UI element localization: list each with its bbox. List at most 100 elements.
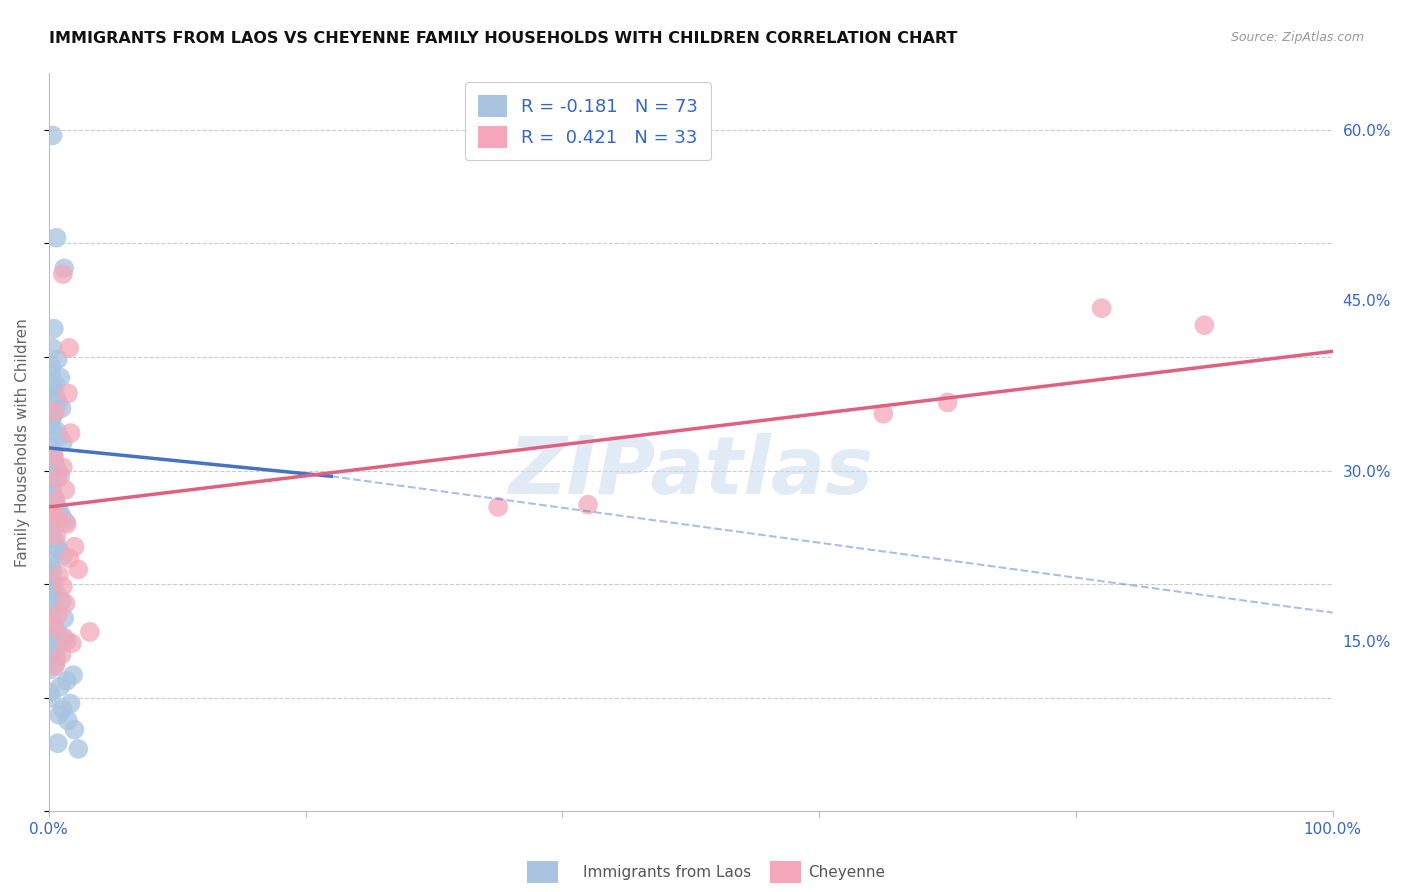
- Point: [51, 401, 73, 416]
- Point: [936, 395, 959, 409]
- Point: [52, 580, 75, 594]
- Point: [39, 582, 62, 597]
- Point: [45, 424, 67, 438]
- Point: [872, 407, 894, 421]
- Text: Source: ZipAtlas.com: Source: ZipAtlas.com: [1230, 31, 1364, 45]
- Point: [46, 511, 69, 525]
- Point: [46, 352, 69, 367]
- Point: [52, 460, 75, 475]
- Point: [39, 645, 62, 659]
- Point: [51, 648, 73, 662]
- Point: [39, 690, 62, 705]
- Point: [46, 472, 69, 486]
- Point: [51, 509, 73, 524]
- Point: [52, 702, 75, 716]
- Point: [44, 623, 66, 637]
- Point: [58, 341, 80, 355]
- Point: [55, 597, 77, 611]
- Point: [48, 628, 70, 642]
- Point: [46, 640, 69, 654]
- Point: [41, 446, 63, 460]
- Point: [39, 520, 62, 534]
- Point: [58, 551, 80, 566]
- Point: [67, 562, 90, 576]
- Point: [53, 631, 76, 645]
- Point: [39, 662, 62, 676]
- Point: [39, 367, 62, 381]
- Point: [51, 594, 73, 608]
- Point: [39, 599, 62, 614]
- Point: [486, 500, 509, 514]
- Point: [45, 651, 67, 665]
- Point: [39, 572, 62, 586]
- Point: [55, 516, 77, 531]
- Point: [39, 685, 62, 699]
- Point: [41, 128, 63, 143]
- Point: [44, 494, 66, 508]
- Point: [52, 549, 75, 563]
- Point: [42, 452, 65, 467]
- Point: [41, 486, 63, 500]
- Point: [39, 634, 62, 648]
- Point: [42, 449, 65, 463]
- Point: [41, 566, 63, 580]
- Point: [48, 503, 70, 517]
- Point: [39, 412, 62, 426]
- Point: [62, 668, 84, 682]
- Point: [49, 680, 72, 694]
- Point: [39, 554, 62, 568]
- Point: [46, 464, 69, 478]
- Point: [56, 714, 79, 728]
- Point: [39, 481, 62, 495]
- Y-axis label: Family Households with Children: Family Households with Children: [15, 318, 30, 566]
- Point: [42, 321, 65, 335]
- Text: ZIPatlas: ZIPatlas: [508, 433, 873, 511]
- Point: [48, 707, 70, 722]
- Point: [39, 506, 62, 520]
- Point: [79, 624, 101, 639]
- Legend: R = -0.181   N = 73, R =  0.421   N = 33: R = -0.181 N = 73, R = 0.421 N = 33: [465, 82, 711, 161]
- Text: IMMIGRANTS FROM LAOS VS CHEYENNE FAMILY HOUSEHOLDS WITH CHILDREN CORRELATION CHA: IMMIGRANTS FROM LAOS VS CHEYENNE FAMILY …: [49, 31, 957, 46]
- Point: [39, 560, 62, 574]
- Point: [52, 267, 75, 281]
- Point: [39, 526, 62, 541]
- Point: [41, 382, 63, 396]
- Point: [45, 528, 67, 542]
- Point: [63, 540, 86, 554]
- Point: [46, 607, 69, 622]
- Point: [46, 736, 69, 750]
- Point: [46, 395, 69, 409]
- Point: [49, 370, 72, 384]
- Point: [48, 568, 70, 582]
- Point: [45, 498, 67, 512]
- Point: [55, 634, 77, 648]
- Point: [45, 230, 67, 244]
- Point: [44, 657, 66, 671]
- Point: [39, 617, 62, 632]
- Point: [48, 543, 70, 558]
- Point: [45, 537, 67, 551]
- Point: [60, 636, 83, 650]
- Point: [55, 515, 77, 529]
- Point: [52, 435, 75, 450]
- Point: [44, 377, 66, 392]
- Point: [46, 589, 69, 603]
- Point: [53, 261, 76, 276]
- Text: Cheyenne: Cheyenne: [808, 865, 886, 880]
- Point: [44, 659, 66, 673]
- Point: [42, 532, 65, 546]
- Point: [48, 429, 70, 443]
- Point: [39, 441, 62, 455]
- Point: [1194, 318, 1216, 333]
- Point: [55, 483, 77, 497]
- Text: Immigrants from Laos: Immigrants from Laos: [583, 865, 752, 880]
- Point: [59, 697, 82, 711]
- Point: [63, 723, 86, 737]
- Point: [44, 389, 66, 403]
- Point: [42, 407, 65, 421]
- Point: [42, 577, 65, 591]
- Point: [39, 475, 62, 489]
- Point: [49, 469, 72, 483]
- Point: [44, 491, 66, 506]
- Point: [41, 606, 63, 620]
